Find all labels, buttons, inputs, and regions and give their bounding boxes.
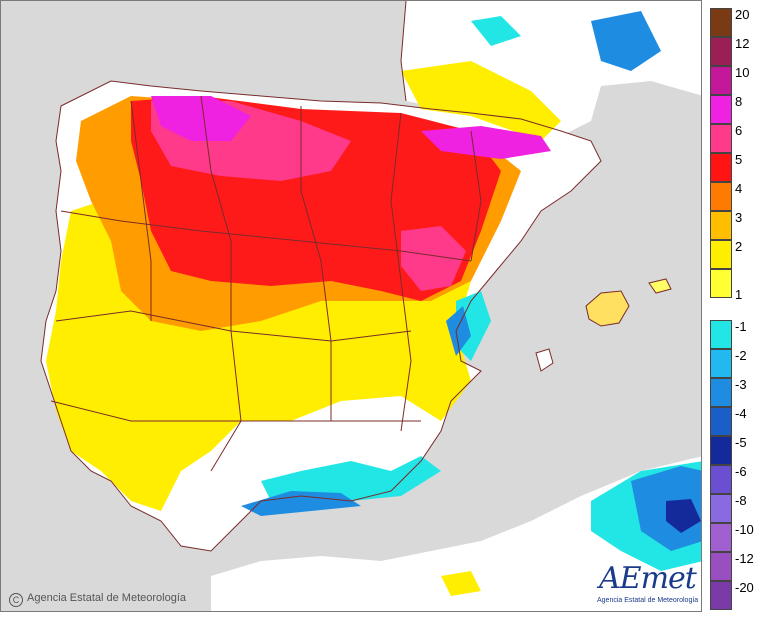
legend-label-negative: -1 [735,319,747,334]
legend-label-positive: 4 [735,181,743,196]
legend-swatch-negative [710,320,732,349]
legend-label-positive: 5 [735,152,743,167]
legend-label-positive: 1 [735,287,743,302]
anomaly-blue-south [241,491,361,516]
legend-label-negative: -10 [735,522,754,537]
anomaly-blue-france [591,11,661,71]
anomaly-darkblue-africa [666,499,701,533]
menorca-island [648,278,672,294]
legend-swatch-positive [710,124,732,153]
legend-label-positive: 8 [735,94,743,109]
legend-swatch-negative [710,581,732,610]
legend-swatch-positive [710,153,732,182]
legend-label-negative: -20 [735,580,754,595]
legend-label-positive: 3 [735,210,743,225]
copyright-notice: C Agencia Estatal de Meteorología [9,592,186,607]
region-borders [40,1,602,552]
legend-swatch-positive [710,182,732,211]
ibiza-island [535,348,554,372]
legend-swatch-positive [710,95,732,124]
legend-label-negative: -3 [735,377,747,392]
anomaly-yellow-africa [441,571,481,596]
map-frame: C Agencia Estatal de Meteorología AEmet A… [0,0,702,612]
legend-label-negative: -12 [735,551,754,566]
anomaly-blue-coast [446,306,471,356]
mallorca-island [585,290,630,327]
legend-swatch-negative [710,349,732,378]
anomaly-magenta-east [421,126,551,159]
logo-subtitle: Agencia Estatal de Meteorología [597,597,699,604]
legend-label-negative: -6 [735,464,747,479]
anomaly-map [1,1,701,611]
color-legend: 20 12 10 8 6 5 4 3 2 1 -1 -2 -3 -4 -5 -6 -8 -10 -12 -20 [704,8,759,612]
anomaly-magenta-zone [151,96,251,141]
anomaly-cyan-france [471,16,521,46]
legend-swatch-negative [710,407,732,436]
legend-label-positive: 12 [735,36,750,51]
legend-swatch-positive [710,240,732,269]
legend-label-positive: 6 [735,123,743,138]
anomaly-cyan-south [261,456,441,501]
legend-swatch-positive [710,37,732,66]
legend-swatch-positive [710,66,732,95]
africa-land [211,456,701,611]
legend-label-negative: -5 [735,435,747,450]
copyright-icon: C [9,593,23,607]
logo-word: AEmet [599,561,697,596]
legend-swatch-negative [710,494,732,523]
copyright-text: Agencia Estatal de Meteorología [27,592,186,604]
anomaly-pink-east [401,226,466,291]
legend-swatch-negative [710,552,732,581]
legend-label-negative: -8 [735,493,747,508]
legend-label-positive: 10 [735,65,750,80]
legend-label-negative: -4 [735,406,747,421]
legend-label-positive: 20 [735,7,750,22]
anomaly-yellow-north [401,61,561,141]
legend-swatch-negative [710,523,732,552]
legend-label-positive: 2 [735,239,743,254]
legend-swatch-positive [710,211,732,240]
legend-swatch-positive [710,8,732,37]
legend-swatch-negative [710,465,732,494]
legend-swatch-positive [710,269,732,298]
legend-swatch-negative [710,378,732,407]
legend-swatch-negative [710,436,732,465]
legend-label-negative: -2 [735,348,747,363]
aemet-logo: AEmet Agencia Estatal de Meteorología [595,561,699,609]
